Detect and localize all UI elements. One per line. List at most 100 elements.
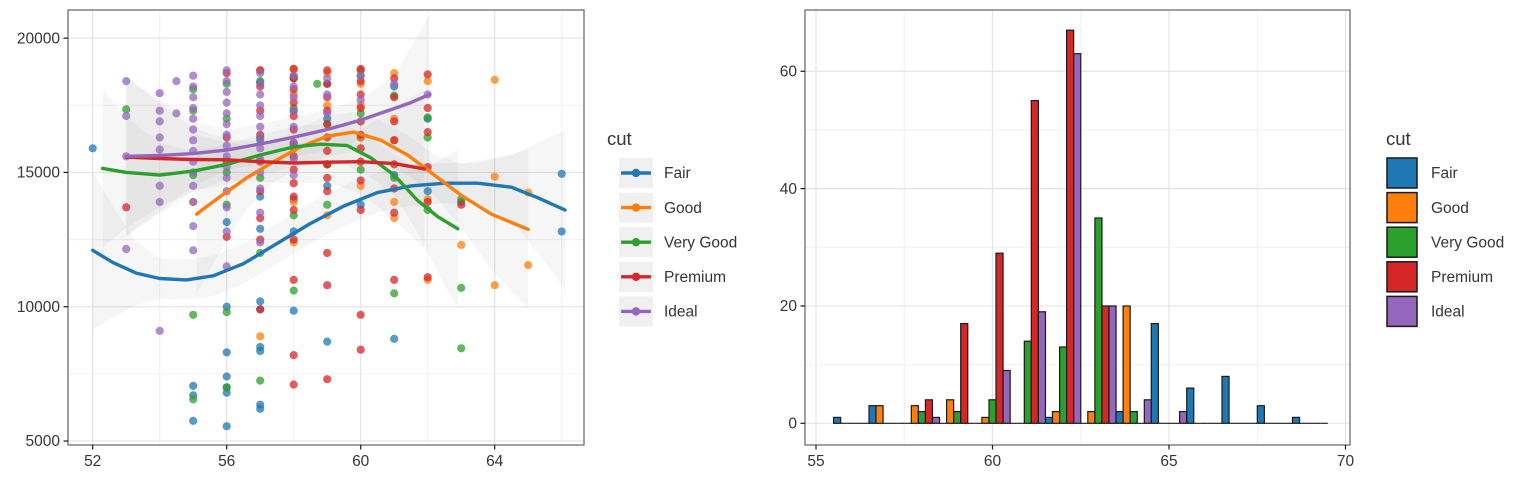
scatter-point: [256, 297, 265, 306]
scatter-point: [423, 197, 432, 207]
scatter-point: [222, 87, 231, 96]
histogram-bar: [832, 416, 842, 424]
legend-key-swatch: [1386, 295, 1418, 328]
scatter-point: [189, 181, 198, 190]
histogram-bar: [1129, 411, 1138, 424]
scatter-point: [289, 275, 298, 284]
scatter-point: [423, 128, 432, 137]
histogram-bar: [995, 252, 1004, 424]
x-tick-label: 70: [1337, 453, 1355, 470]
scatter-point: [189, 197, 198, 207]
scatter-point: [222, 173, 231, 182]
scatter-point: [222, 120, 231, 129]
legend-entry-ideal: Ideal: [619, 296, 698, 327]
histogram-bar: [917, 411, 927, 424]
scatter-point: [222, 141, 231, 150]
histogram-bar: [924, 399, 934, 424]
scatter-point: [289, 138, 298, 147]
scatter-point: [222, 348, 231, 357]
scatter-point: [122, 111, 131, 121]
scatter-point: [189, 93, 198, 102]
scatter-point: [256, 144, 265, 153]
scatter-point: [289, 122, 298, 131]
smooth-line: [124, 155, 426, 171]
scatter-point: [155, 181, 164, 190]
scatter-point: [189, 125, 198, 134]
smooth-line: [91, 181, 567, 282]
scatter-point: [222, 109, 231, 118]
legend-entry-ideal: Ideal: [1386, 295, 1465, 328]
scatter-point: [323, 337, 332, 346]
histogram-bar: [1002, 369, 1011, 424]
y-tick-label: 15000: [17, 165, 60, 182]
y-tick-label: 5000: [26, 433, 61, 450]
scatter-point: [390, 208, 399, 217]
scatter-point: [222, 203, 231, 212]
scatter-point: [390, 197, 399, 207]
legend-title: cut: [1386, 128, 1411, 149]
scatter-point: [323, 173, 332, 182]
scatter-point: [390, 136, 399, 145]
histogram-bar: [1044, 416, 1054, 424]
confidence-ribbon: [92, 130, 565, 330]
scatter-point: [289, 351, 298, 360]
left-panel-border: [67, 9, 585, 446]
scatter-point: [356, 310, 365, 319]
scatter-point: [557, 169, 566, 178]
histogram-bar: [1030, 99, 1039, 424]
histogram-bar: [1058, 346, 1068, 424]
scatter-point: [222, 130, 231, 139]
scatter-point: [256, 208, 265, 217]
scatter-point: [323, 375, 332, 384]
scatter-point: [457, 283, 466, 292]
scatter-point: [122, 203, 131, 212]
scatter-point: [256, 133, 265, 142]
scatter-point: [155, 106, 164, 115]
scatter-point: [189, 136, 198, 145]
scatter-point: [390, 275, 399, 284]
legend-key-point: [631, 238, 641, 247]
scatter-point: [423, 77, 432, 86]
legend-entry-label: Good: [664, 200, 702, 217]
scatter-point: [289, 205, 298, 215]
scatter-point: [390, 93, 399, 102]
scatter-point: [323, 248, 332, 258]
y-tick-label: 40: [780, 181, 798, 198]
confidence-ribbon: [126, 15, 430, 236]
scatter-point: [189, 416, 198, 425]
scatter-point: [323, 187, 332, 196]
histogram-bar: [1256, 405, 1265, 424]
scatter-point: [289, 82, 298, 91]
histogram-bars: [832, 29, 1328, 424]
legend-key-point: [631, 272, 641, 281]
scatter-point: [289, 106, 298, 115]
scatter-point: [490, 75, 499, 84]
scatter-point: [155, 133, 164, 142]
histogram-bar: [1108, 305, 1117, 424]
legend-entry-fair: Fair: [619, 158, 691, 188]
scatter-point: [222, 422, 231, 431]
histogram-bar: [1143, 399, 1152, 424]
smooth-line: [194, 130, 530, 232]
scatter-point: [390, 334, 399, 343]
x-tick-label: 64: [486, 453, 504, 470]
scatter-point: [423, 103, 432, 113]
scatter-point: [356, 176, 365, 185]
scatter-point: [356, 345, 365, 354]
legend-key-swatch: [1386, 157, 1418, 189]
scatter-point: [256, 69, 265, 78]
legend-entry-very-good: Very Good: [619, 227, 737, 258]
scatter-point: [189, 395, 198, 404]
scatter-point: [172, 77, 181, 86]
scatter-point: [323, 281, 332, 290]
legend-entry-premium: Premium: [619, 261, 726, 292]
scatter-point: [155, 89, 164, 98]
histogram-bar: [1037, 311, 1047, 424]
histogram-bar: [868, 405, 877, 424]
scatter-point: [356, 64, 365, 74]
scatter-point: [172, 109, 181, 118]
legend-entry-fair: Fair: [1386, 157, 1458, 189]
y-tick-label: 20000: [17, 30, 60, 47]
scatter-point: [256, 346, 265, 356]
